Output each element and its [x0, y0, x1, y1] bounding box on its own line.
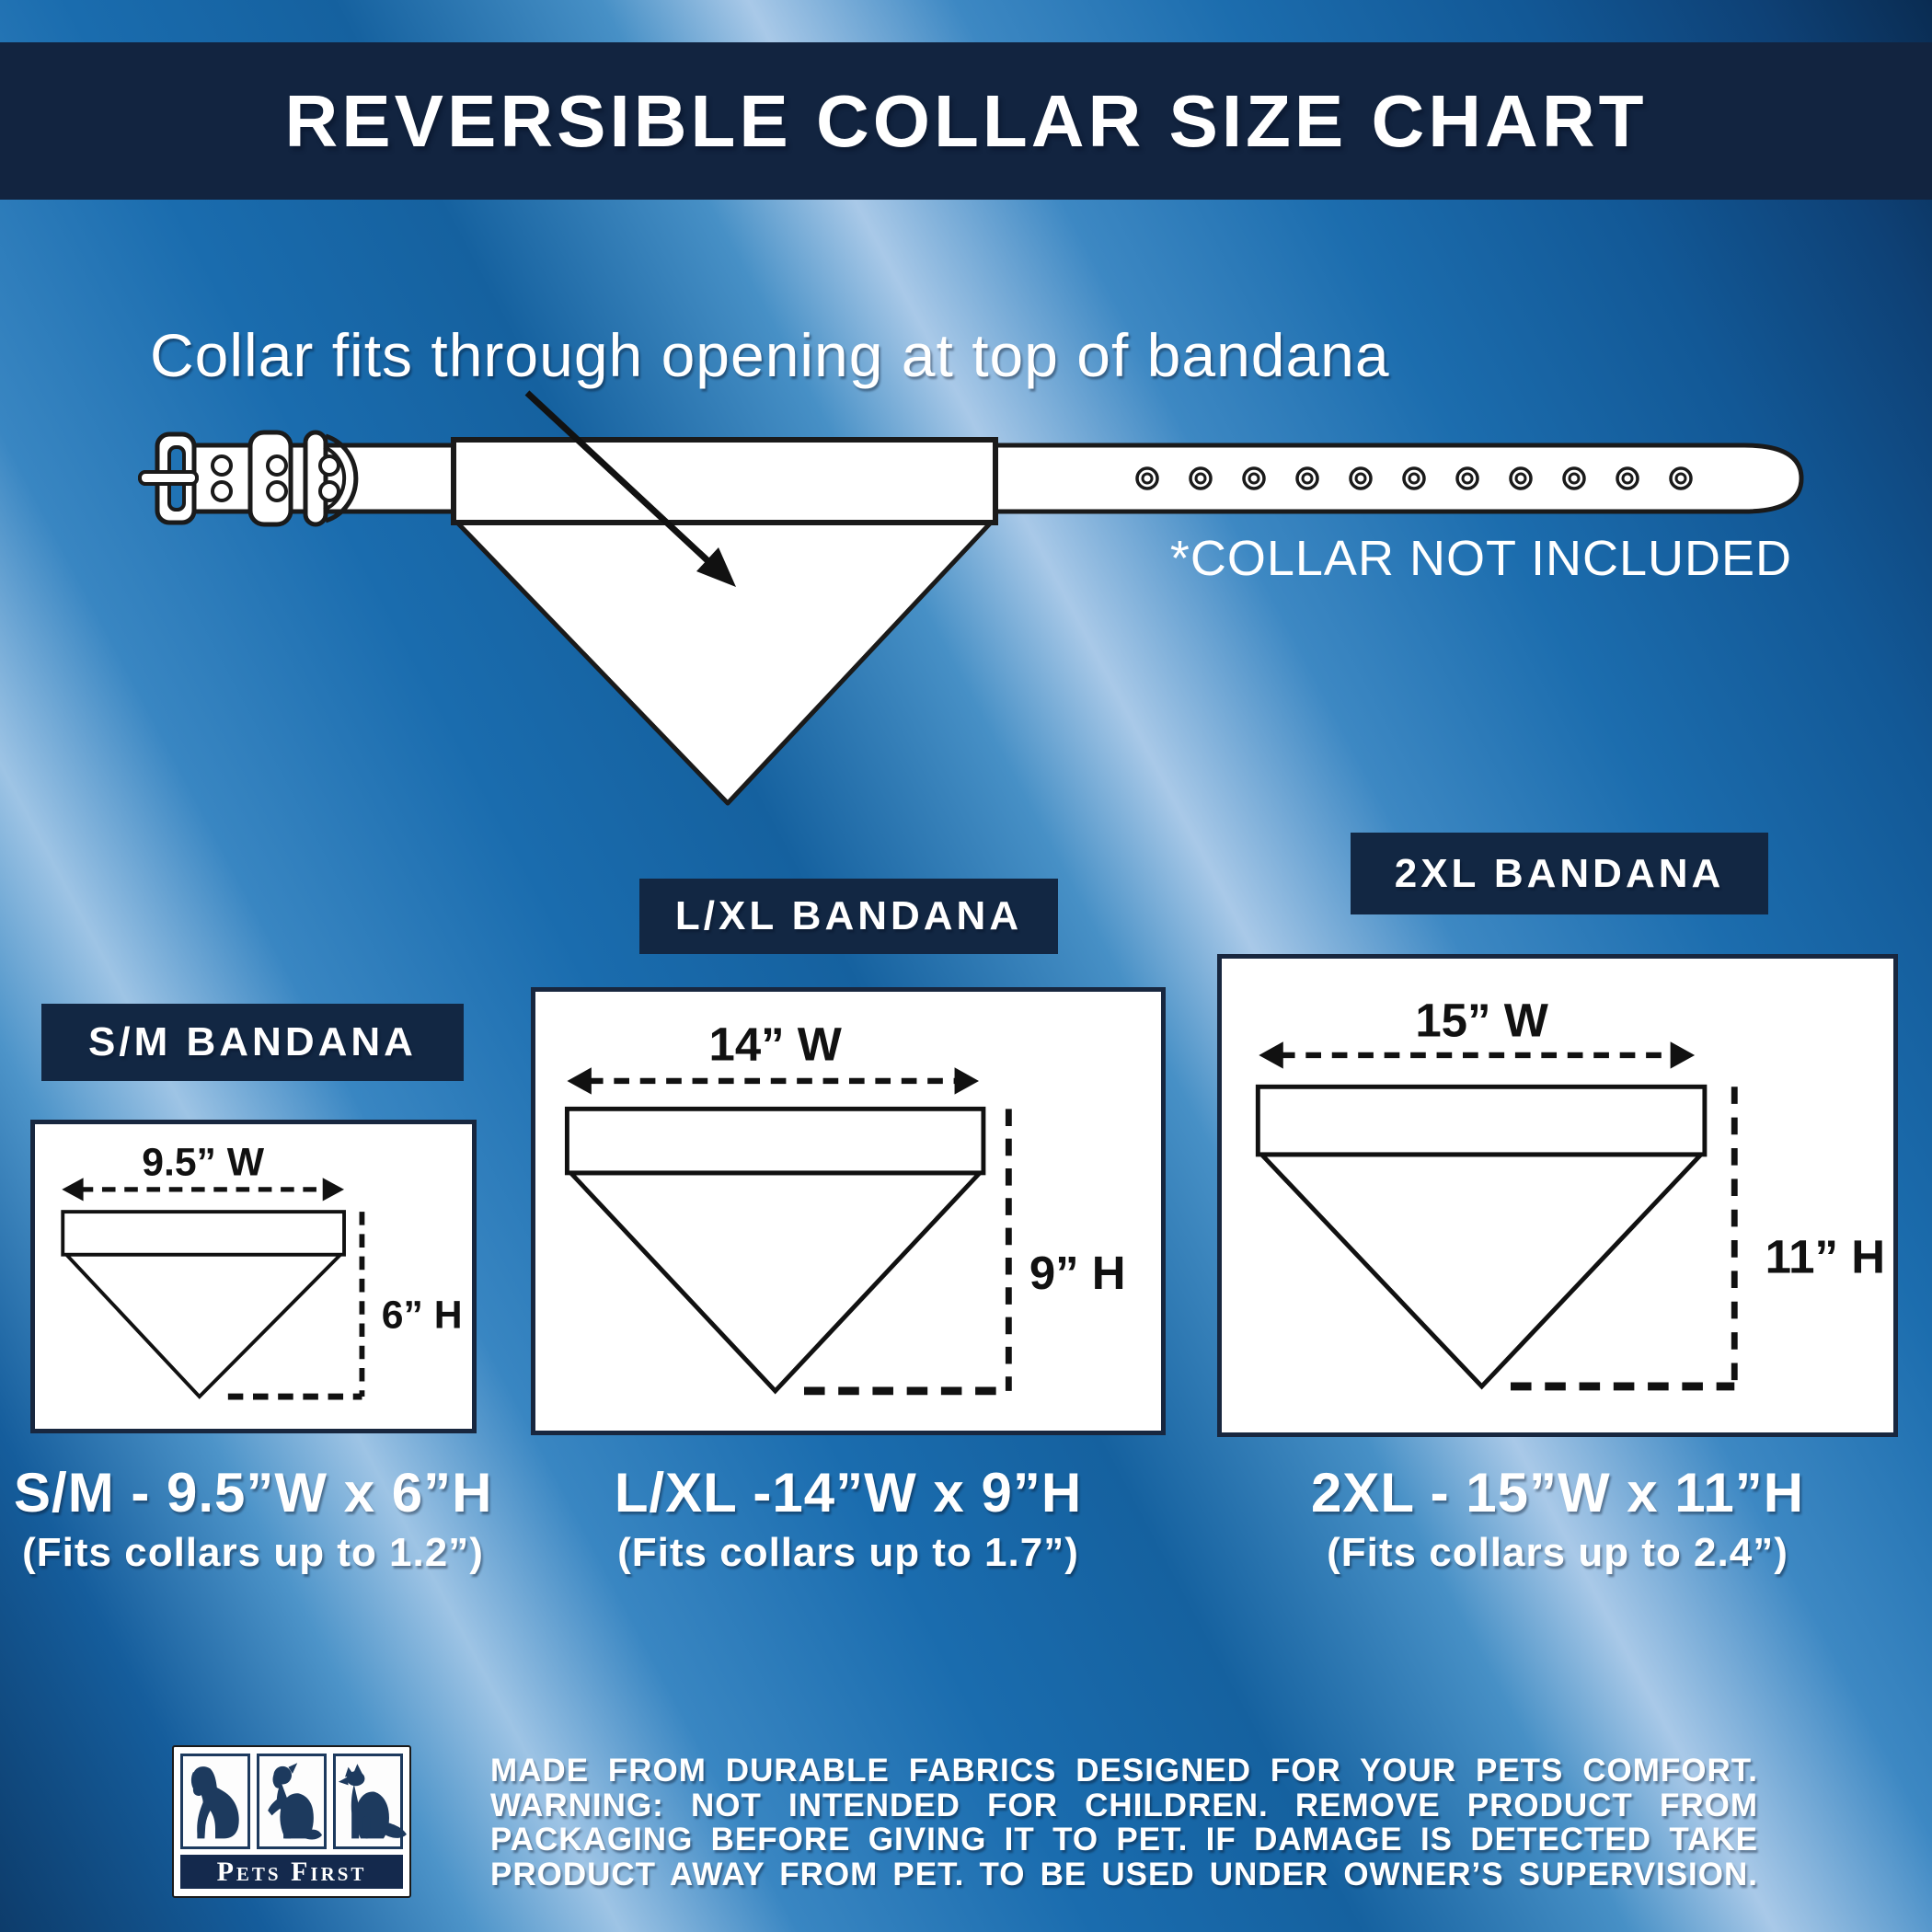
diagram-panel-sm: 9.5” W 6” H — [30, 1120, 477, 1433]
logo-wordmark-bar: Pets First — [180, 1855, 403, 1889]
mini-bandana-band-lxl — [564, 1106, 986, 1176]
page-title: REVERSIBLE COLLAR SIZE CHART — [284, 79, 1648, 162]
diagram-sm: 9.5” W 6” H — [61, 1140, 463, 1400]
warning-line-1: MADE FROM DURABLE FABRICS DESIGNED FOR Y… — [490, 1753, 1758, 1788]
logo-wordmark: Pets First — [216, 1856, 367, 1887]
size-label-2xl: 2XL BANDANA — [1351, 833, 1768, 914]
fits-line-lxl: (Fits collars up to 1.7”) — [617, 1530, 1079, 1575]
bandana-band — [451, 437, 998, 525]
width-arrow-2xl — [1259, 1041, 1696, 1069]
mini-bandana-triangle-sm — [62, 1252, 345, 1399]
size-label-2xl-text: 2XL BANDANA — [1394, 850, 1725, 896]
size-line-lxl: L/XL -14”W x 9”H — [614, 1462, 1083, 1524]
size-label-lxl-text: L/XL BANDANA — [674, 893, 1023, 938]
diagram-panel-lxl: 14” W 9” H — [531, 987, 1166, 1435]
width-arrow-sm — [62, 1178, 345, 1202]
pointer-arrow-icon — [524, 390, 736, 587]
warning-line-3: PACKAGING BEFORE GIVING IT TO PET. IF DA… — [490, 1822, 1758, 1857]
size-label-sm: S/M BANDANA — [41, 1004, 464, 1081]
buckle-prong-tip — [138, 470, 199, 486]
height-label-lxl: 9” H — [1029, 1247, 1126, 1299]
logo-dog-panels — [180, 1754, 407, 1849]
mini-bandana-triangle-2xl — [1256, 1152, 1707, 1390]
size-line-2xl: 2XL - 15”W x 11”H — [1310, 1462, 1805, 1524]
diagram-lxl: 14” W 9” H — [564, 1018, 1126, 1396]
collar-caption: Collar fits through opening at top of ba… — [150, 321, 1390, 389]
pets-first-logo: Pets First — [172, 1745, 411, 1898]
size-label-sm-text: S/M BANDANA — [88, 1019, 417, 1064]
warning-line-2: WARNING: NOT INTENDED FOR CHILDREN. REMO… — [490, 1787, 1758, 1823]
width-label-2xl: 15” W — [1415, 994, 1548, 1046]
warning-line-4: PRODUCT AWAY FROM PET. TO BE USED UNDER … — [490, 1856, 1758, 1892]
begging-dog-silhouette-icon — [257, 1754, 327, 1849]
mini-bandana-triangle-lxl — [565, 1170, 985, 1395]
height-label-2xl: 11” H — [1765, 1230, 1885, 1282]
diagram-panel-2xl: 15” W 11” H — [1217, 954, 1898, 1437]
title-bar: REVERSIBLE COLLAR SIZE CHART — [0, 42, 1932, 200]
buckle-keeper — [247, 430, 293, 527]
size-line-sm: S/M - 9.5”W x 6”H — [14, 1462, 493, 1524]
warning-text: MADE FROM DURABLE FABRICS DESIGNED FOR Y… — [490, 1754, 1758, 1892]
size-label-lxl: L/XL BANDANA — [639, 879, 1058, 954]
fits-line-sm: (Fits collars up to 1.2”) — [22, 1530, 484, 1575]
buckle-dring — [303, 430, 328, 527]
collar-buckle — [138, 430, 359, 527]
mini-bandana-band-2xl — [1255, 1084, 1708, 1157]
diagram-2xl: 15” W 11” H — [1255, 994, 1885, 1391]
collar-strap-right — [989, 443, 1804, 514]
shepherd-dog-silhouette-icon — [333, 1754, 407, 1849]
collar-note: *COLLAR NOT INCLUDED — [1169, 531, 1792, 586]
width-label-sm: 9.5” W — [142, 1140, 265, 1184]
collar-grommets — [1135, 466, 1693, 490]
mini-bandana-band-sm — [61, 1210, 346, 1257]
width-label-lxl: 14” W — [709, 1018, 843, 1070]
width-arrow-lxl — [567, 1067, 980, 1095]
fits-line-2xl: (Fits collars up to 2.4”) — [1327, 1530, 1788, 1575]
dog-silhouette-icon — [180, 1754, 250, 1849]
height-label-sm: 6” H — [382, 1293, 463, 1337]
collar-illustration — [138, 390, 1804, 806]
